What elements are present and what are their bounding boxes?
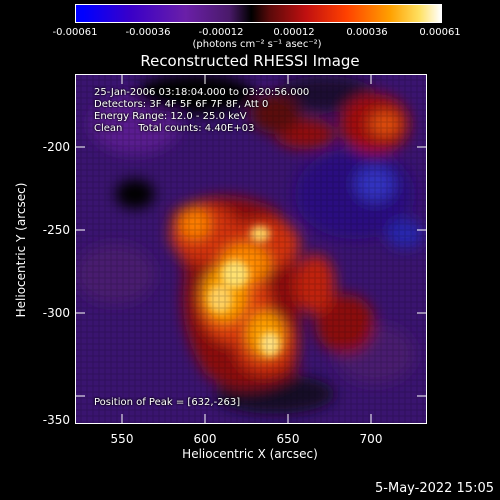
time-range-annotation: 25-Jan-2006 03:18:04.000 to 03:20:56.000: [94, 87, 310, 98]
colorbar-tick-label: 0.00036: [346, 27, 388, 38]
image-title: Reconstructed RHESSI Image: [140, 52, 360, 70]
y-axis-label: Heliocentric Y (arcsec): [14, 182, 28, 318]
detectors-annotation: Detectors: 3F 4F 5F 6F 7F 8F, Att 0: [94, 99, 269, 110]
render-timestamp: 5-May-2022 15:05: [375, 481, 494, 496]
axis-ticks: [75, 74, 427, 424]
x-tick-label: 550: [110, 432, 134, 446]
colorbar-units: (photons cm⁻² s⁻¹ asec⁻²): [192, 39, 322, 50]
peak-position-annotation: Position of Peak = [632,-263]: [94, 397, 241, 408]
y-tick-label: -200: [42, 140, 70, 154]
energy-range-annotation: Energy Range: 12.0 - 25.0 keV: [94, 111, 247, 122]
x-tick-label: 650: [276, 432, 300, 446]
y-tick-label: -250: [42, 223, 70, 237]
colorbar-tick-label: 0.00012: [273, 27, 315, 38]
colorbar: [75, 4, 442, 23]
clean-annotation: Clean Total counts: 4.40E+03: [94, 123, 255, 134]
x-axis-label: Heliocentric X (arcsec): [182, 447, 318, 461]
x-tick-label: 700: [359, 432, 383, 446]
y-tick-label: -300: [42, 306, 70, 320]
colorbar-tick-label: -0.00036: [125, 27, 171, 38]
colorbar-tick-label: -0.00061: [52, 27, 98, 38]
solar-image-plot: [75, 74, 427, 424]
x-tick-label: 600: [193, 432, 217, 446]
colorbar-tick-label: -0.00012: [198, 27, 244, 38]
y-tick-label: -350: [42, 413, 70, 427]
plot-frame: [75, 74, 427, 424]
colorbar-tick-label: 0.00061: [419, 27, 461, 38]
